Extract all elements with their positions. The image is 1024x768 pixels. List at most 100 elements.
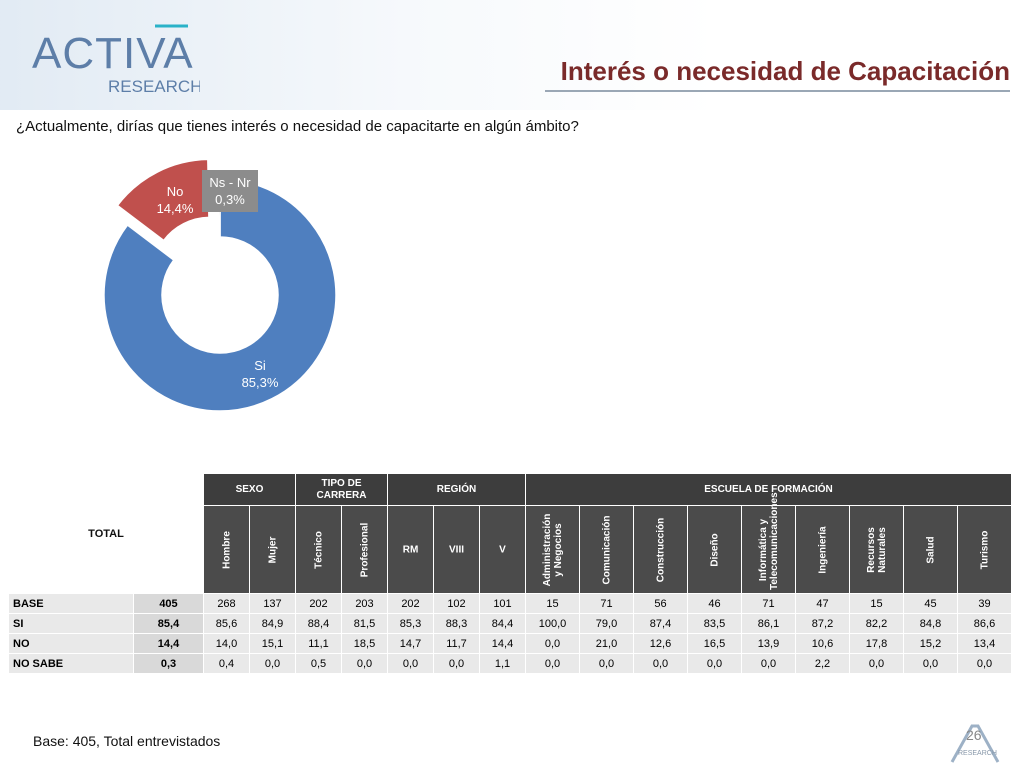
table-cell: 14,0	[203, 633, 250, 654]
table-cell: 10,6	[795, 633, 850, 654]
table-cell: 15,1	[249, 633, 296, 654]
table-cell: 15	[849, 593, 904, 614]
label-si-category: Si	[254, 358, 266, 373]
table-cell: 71	[579, 593, 634, 614]
table-cell: 71	[741, 593, 796, 614]
table-cell: 13,4	[957, 633, 1012, 654]
group-header-region: REGIÓN	[387, 473, 526, 506]
activa-logo: ACTIVA RESEARCH	[32, 24, 200, 96]
table-cell: 16,5	[687, 633, 742, 654]
table-cell: 0,0	[249, 653, 296, 674]
table-cell: 88,3	[433, 613, 480, 634]
table-cell: 15	[525, 593, 580, 614]
row-total: 14,4	[133, 633, 204, 654]
table-cell: 0,0	[433, 653, 480, 674]
table-cell: 47	[795, 593, 850, 614]
group-header-sexo: SEXO	[203, 473, 296, 506]
table-cell: 84,9	[249, 613, 296, 634]
table-row: BASE 405 268 137 202 203 202 102 101 15 71 56 46 71 47…	[8, 593, 1012, 614]
table-cell: 0,0	[849, 653, 904, 674]
table-cell: 0,0	[579, 653, 634, 674]
column-header-label: Turismo	[979, 530, 990, 569]
table-cell: 87,4	[633, 613, 688, 634]
table-cell: 86,1	[741, 613, 796, 634]
table-cell: 45	[903, 593, 958, 614]
column-header-label: Construcción	[655, 517, 666, 582]
row-label: BASE	[8, 593, 134, 614]
title-divider	[545, 90, 1010, 92]
table-cell: 21,0	[579, 633, 634, 654]
table-cell: 84,8	[903, 613, 958, 634]
page-logo-sub: RESEARCH	[958, 750, 997, 757]
page-number: 26	[966, 727, 982, 743]
row-label: NO SABE	[8, 653, 134, 674]
column-header-label: Informática y Telecomunicaciones	[757, 491, 780, 590]
pie-slice-no	[116, 160, 210, 242]
column-header: Turismo	[957, 505, 1012, 594]
column-header: Ingeniería	[795, 505, 850, 594]
table-cell: 0,0	[687, 653, 742, 674]
logo-main-text: ACTIVA	[32, 29, 194, 78]
table-cell: 0,4	[203, 653, 250, 674]
table-cell: 11,1	[295, 633, 342, 654]
table-cell: 85,6	[203, 613, 250, 634]
label-no-value: 14,4%	[157, 201, 194, 216]
table-cell: 1,1	[479, 653, 526, 674]
column-header-label: Técnico	[313, 530, 324, 569]
column-header: RM	[387, 505, 434, 594]
table-cell: 13,9	[741, 633, 796, 654]
column-header: Técnico	[295, 505, 342, 594]
table-cell: 18,5	[341, 633, 388, 654]
column-header-label: VIII	[448, 544, 465, 555]
column-header-label: Ingeniería	[817, 525, 828, 574]
label-ns-nr-value: 0,3%	[215, 192, 245, 207]
table-row: SI 85,4 85,6 84,9 88,4 81,5 85,3 88,3 84,4 100,0 7…	[8, 613, 1012, 634]
table-cell: 81,5	[341, 613, 388, 634]
group-header-escuela: ESCUELA DE FORMACIÓN	[525, 473, 1012, 506]
table-cell: 202	[295, 593, 342, 614]
table-cell: 137	[249, 593, 296, 614]
label-ns-nr-category: Ns - Nr	[209, 175, 251, 190]
column-header-label: RM	[402, 544, 419, 555]
table-cell: 0,0	[387, 653, 434, 674]
row-label: SI	[8, 613, 134, 634]
page-number-badge: 26 RESEARCH	[950, 724, 1000, 763]
table-cell: 83,5	[687, 613, 742, 634]
table-cell: 79,0	[579, 613, 634, 634]
column-header: VIII	[433, 505, 480, 594]
column-header-label: Comunicación	[601, 515, 612, 584]
total-header: TOTAL	[8, 473, 204, 594]
column-header: Mujer	[249, 505, 296, 594]
column-header: Salud	[903, 505, 958, 594]
column-header: Hombre	[203, 505, 250, 594]
table-cell: 268	[203, 593, 250, 614]
page-title: Interés o necesidad de Capacitación	[560, 56, 1010, 86]
label-si-value: 85,3%	[242, 375, 279, 390]
column-header: Diseño	[687, 505, 742, 594]
column-header-label: Hombre	[221, 530, 232, 569]
column-header: Comunicación	[579, 505, 634, 594]
row-total: 0,3	[133, 653, 204, 674]
column-header-label: Administración y Negocios	[541, 513, 564, 586]
table-cell: 17,8	[849, 633, 904, 654]
table-cell: 14,7	[387, 633, 434, 654]
column-header: Administración y Negocios	[525, 505, 580, 594]
table-cell: 203	[341, 593, 388, 614]
table-cell: 0,0	[903, 653, 958, 674]
table-cell: 0,0	[633, 653, 688, 674]
pie-slice-si	[103, 178, 337, 412]
column-header: Profesional	[341, 505, 388, 594]
column-header: Informática y Telecomunicaciones	[741, 491, 796, 594]
logo-sub-text: RESEARCH	[108, 77, 200, 96]
row-total: 405	[133, 593, 204, 614]
label-ns-nr-box	[202, 170, 258, 212]
crosstab-table: TOTAL SEXO TIPO DE CARRERA REGIÓN ESCUEL…	[8, 473, 1012, 674]
table-cell: 0,5	[295, 653, 342, 674]
table-row: NO 14,4 14,0 15,1 11,1 18,5 14,7 11,7 14,4 0,0 21,…	[8, 633, 1012, 654]
column-header-label: Diseño	[709, 532, 720, 567]
table-cell: 39	[957, 593, 1012, 614]
table-cell: 11,7	[433, 633, 480, 654]
table-cell: 15,2	[903, 633, 958, 654]
table-cell: 88,4	[295, 613, 342, 634]
table-cell: 14,4	[479, 633, 526, 654]
